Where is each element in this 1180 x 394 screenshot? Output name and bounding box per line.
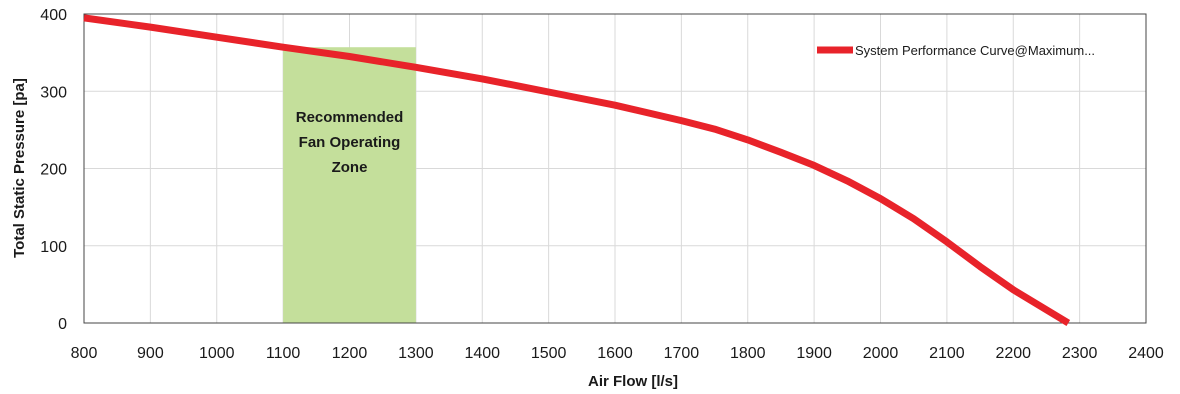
- y-tick-label: 300: [40, 84, 67, 101]
- x-tick-label: 1700: [664, 345, 700, 362]
- x-tick-label: 800: [71, 345, 98, 362]
- x-tick-label: 2300: [1062, 345, 1098, 362]
- plot-border: [83, 13, 1147, 324]
- x-tick-label: 2200: [995, 345, 1031, 362]
- y-tick-labels: 0 100 200 300 400: [40, 7, 67, 333]
- x-tick-label: 900: [137, 345, 164, 362]
- x-tick-label: 2100: [929, 345, 965, 362]
- x-tick-label: 2000: [863, 345, 899, 362]
- plot-frame: [83, 13, 1147, 324]
- grid-lines: [83, 13, 1147, 324]
- x-tick-label: 1900: [796, 345, 832, 362]
- legend-label: System Performance Curve@Maximum...: [855, 43, 1095, 58]
- x-axis-label: Air Flow [l/s]: [588, 373, 678, 390]
- x-tick-label: 1300: [398, 345, 434, 362]
- y-tick-label: 200: [40, 162, 67, 179]
- y-tick-label: 0: [58, 316, 67, 333]
- x-tick-label: 1800: [730, 345, 766, 362]
- x-tick-label: 1100: [266, 345, 301, 362]
- y-axis-label: Total Static Pressure [pa]: [11, 78, 28, 258]
- zone-label-line: Recommended: [296, 109, 404, 126]
- legend: System Performance Curve@Maximum...: [817, 43, 1095, 58]
- series-lines: [83, 14, 1071, 326]
- zone-label-line: Fan Operating: [299, 134, 401, 151]
- x-tick-label: 1600: [597, 345, 633, 362]
- y-tick-label: 400: [40, 7, 67, 24]
- zone-label-line: Zone: [332, 159, 368, 176]
- series-line: [83, 14, 1071, 326]
- y-tick-label: 100: [40, 239, 67, 256]
- recommended-zone-rect: [283, 47, 416, 323]
- x-tick-label: 2400: [1128, 345, 1164, 362]
- x-tick-label: 1500: [531, 345, 567, 362]
- x-tick-label: 1400: [464, 345, 500, 362]
- recommended-zone: Recommended Fan Operating Zone: [283, 47, 416, 323]
- x-tick-label: 1200: [332, 345, 368, 362]
- x-tick-labels: 800 900 1000 1100 1200 1300 1400 1500 1600 1700 18…: [71, 345, 1164, 362]
- x-tick-label: 1000: [199, 345, 235, 362]
